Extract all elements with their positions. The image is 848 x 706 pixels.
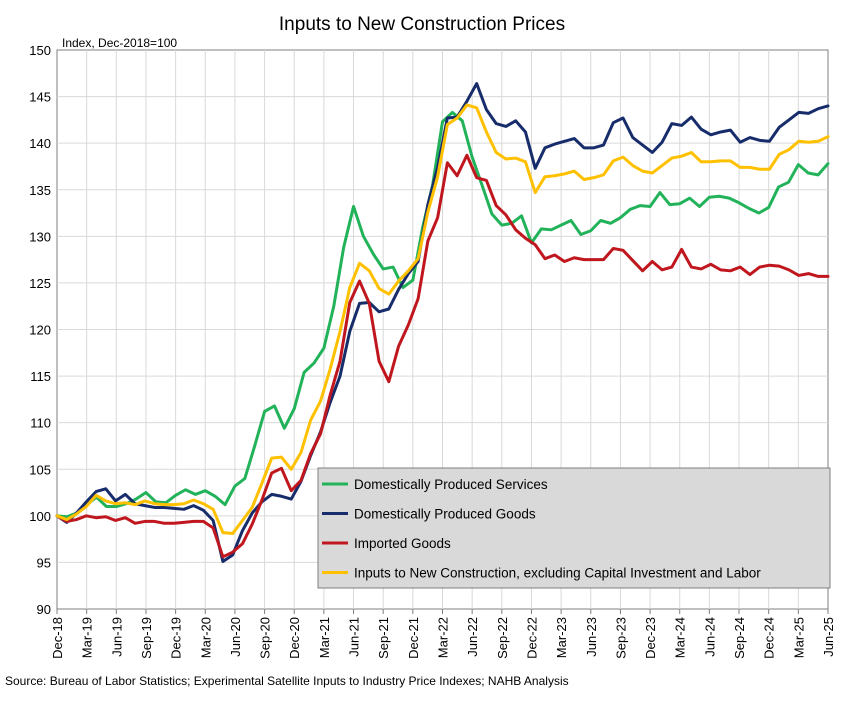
source-note: Source: Bureau of Labor Statistics; Expe… [5, 674, 569, 688]
y-tick-label: 115 [30, 369, 51, 384]
x-tick-label: Dec-19 [169, 617, 184, 659]
x-tick-label: Dec-22 [524, 617, 539, 659]
legend: Domestically Produced Services Domestical… [317, 467, 831, 589]
x-tick-label: Sep-24 [732, 617, 747, 659]
y-tick-label: 140 [29, 136, 51, 151]
x-tick-label: Sep-23 [613, 617, 628, 659]
x-tick-label: Dec-20 [287, 617, 302, 659]
x-tick-label: Dec-21 [406, 617, 421, 659]
chart-title: Inputs to New Construction Prices [279, 14, 565, 35]
series-line-4 [55, 103, 830, 536]
y-axis-label: Index, Dec-2018=100 [62, 36, 177, 50]
x-tick-label: Jun-20 [228, 617, 243, 657]
y-tick-label: 100 [29, 509, 51, 524]
y-tick-labels: 90 95 100 105 110 115 120 125 130 135 140 145 150 [29, 43, 51, 617]
y-tick-label: 145 [29, 90, 51, 105]
legend-label: Inputs to New Construction, excluding Ca… [354, 566, 761, 581]
x-tick-label: Jun-19 [109, 617, 124, 657]
x-tick-label: Dec-18 [50, 617, 65, 659]
x-tick-label: Sep-21 [376, 617, 391, 659]
x-tick-label: Sep-20 [258, 617, 273, 659]
x-tick-labels: Dec-18 Mar-19 Jun-19 Sep-19 Dec-19 Mar-20 Jun-… [50, 617, 836, 659]
legend-label: Imported Goods [354, 536, 451, 551]
x-tick-label: Sep-22 [495, 617, 510, 659]
x-tick-label: Jun-22 [465, 617, 480, 657]
series-line-1 [55, 110, 830, 519]
y-tick-label: 135 [29, 183, 51, 198]
y-tick-label: 90 [37, 602, 51, 617]
legend-entries: Domestically Produced Services Domestical… [322, 477, 761, 581]
series-lines [55, 82, 830, 563]
x-tick-label: Jun-25 [821, 617, 836, 657]
y-tick-label: 110 [30, 416, 51, 431]
x-tick-label: Sep-19 [139, 617, 154, 659]
x-tick-label: Mar-20 [198, 617, 213, 658]
x-tick-label: Dec-24 [762, 617, 777, 659]
series-line-3 [55, 153, 830, 559]
legend-box [317, 467, 831, 589]
y-tick-label: 125 [29, 276, 51, 291]
y-tick-label: 130 [29, 229, 51, 244]
y-tick-label: 120 [29, 323, 51, 338]
x-tick-label: Mar-19 [80, 617, 95, 658]
x-tick-label: Jun-21 [347, 617, 362, 657]
y-tick-label: 105 [29, 462, 51, 477]
x-tick-label: Dec-23 [643, 617, 658, 659]
x-tick-label: Jun-23 [584, 617, 599, 657]
x-tick-label: Mar-23 [554, 617, 569, 658]
x-tick-label: Mar-25 [791, 617, 806, 658]
x-tick-label: Jun-24 [702, 617, 717, 657]
legend-label: Domestically Produced Goods [354, 507, 536, 522]
x-tick-label: Mar-22 [436, 617, 451, 658]
legend-label: Domestically Produced Services [354, 477, 548, 492]
x-tick-label: Mar-24 [673, 617, 688, 658]
x-tick-label: Mar-21 [317, 617, 332, 658]
y-tick-label: 150 [29, 43, 51, 58]
y-tick-label: 95 [37, 555, 51, 570]
